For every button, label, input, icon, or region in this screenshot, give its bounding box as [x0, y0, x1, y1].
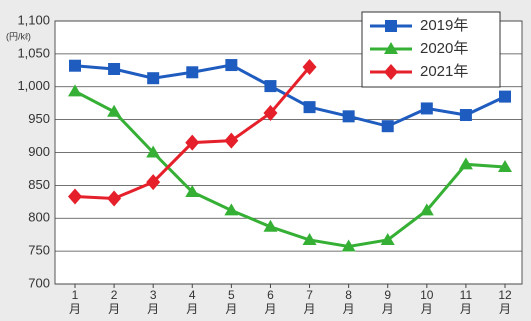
x-tick-label: 8 月	[342, 288, 355, 316]
marker	[146, 145, 161, 158]
y-tick-label: 700	[28, 275, 50, 290]
marker	[69, 59, 81, 72]
marker	[342, 110, 355, 123]
y-unit-label: (円/kℓ)	[6, 31, 31, 41]
marker	[224, 132, 239, 149]
marker	[147, 72, 160, 85]
marker	[498, 159, 512, 172]
y-tick-label: 1,050	[17, 45, 50, 60]
marker	[68, 84, 82, 97]
marker	[302, 232, 317, 245]
marker	[380, 232, 395, 245]
legend-label: 2021年	[420, 63, 468, 80]
marker	[459, 109, 472, 122]
legend-label: 2019年	[420, 17, 468, 34]
y-tick-label: 750	[28, 243, 50, 258]
x-tick-label: 1 月	[68, 288, 81, 316]
marker	[303, 101, 316, 114]
x-tick-label: 6 月	[264, 288, 277, 316]
marker	[419, 203, 434, 216]
marker	[108, 62, 121, 75]
x-tick-label: 9 月	[381, 288, 394, 316]
marker	[263, 219, 278, 232]
marker	[263, 105, 278, 122]
y-tick-label: 800	[28, 210, 50, 225]
marker	[107, 104, 122, 117]
marker	[107, 190, 122, 207]
marker	[302, 59, 317, 76]
legend-label: 2020年	[420, 40, 468, 57]
x-tick-label: 12 月	[498, 288, 512, 316]
y-tick-label: 1,100	[17, 12, 50, 27]
marker	[420, 102, 433, 115]
x-tick-label: 4 月	[186, 288, 199, 316]
marker	[68, 188, 82, 205]
marker	[146, 174, 161, 191]
marker	[385, 20, 397, 32]
x-tick-label: 10 月	[420, 288, 434, 316]
series-line	[74, 63, 506, 128]
y-tick-label: 1,000	[17, 78, 50, 93]
marker	[185, 184, 200, 197]
marker	[185, 134, 200, 151]
y-tick-label: 950	[28, 111, 50, 126]
marker	[381, 120, 394, 133]
y-tick-label: 900	[28, 144, 50, 159]
marker	[458, 157, 473, 170]
marker	[186, 66, 199, 79]
marker	[384, 64, 398, 80]
series-line	[74, 90, 506, 249]
x-tick-label: 11 月	[459, 288, 473, 316]
x-tick-label: 5 月	[225, 288, 238, 316]
x-tick-label: 2 月	[108, 288, 121, 316]
marker	[264, 80, 277, 93]
y-tick-label: 850	[28, 177, 50, 192]
marker	[224, 203, 239, 216]
marker	[341, 239, 356, 252]
x-tick-label: 7 月	[303, 288, 316, 316]
marker	[225, 59, 238, 72]
x-tick-label: 3 月	[147, 288, 160, 316]
marker	[384, 42, 398, 54]
marker	[499, 90, 511, 103]
